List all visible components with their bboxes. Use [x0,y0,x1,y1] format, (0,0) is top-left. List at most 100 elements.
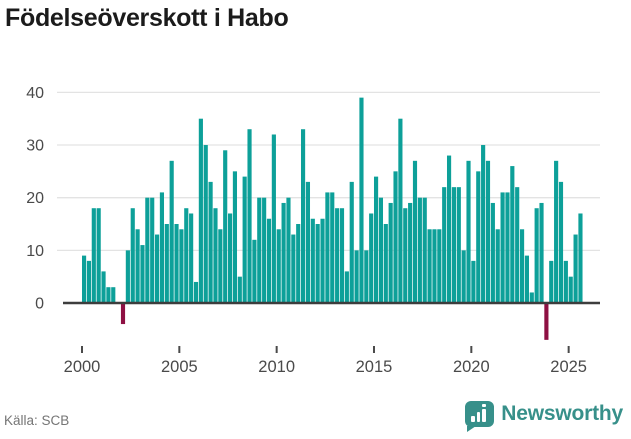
bar-2016-Q4 [408,202,413,303]
y-axis-label-10: 10 [26,243,44,260]
bar-2014-Q1 [354,250,359,303]
bar-2003-Q3 [150,197,155,303]
bar-2025-Q1 [568,276,573,303]
bar-2005-Q3 [189,213,194,303]
logo-dot [482,403,486,407]
bar-2012-Q3 [325,192,330,303]
bar-2002-Q3 [130,208,135,303]
chart-title: Födelseöverskott i Habo [5,4,289,32]
bar-2020-Q1 [471,260,476,303]
bar-2003-Q1 [140,245,145,303]
bar-2024-Q4 [563,260,568,303]
bar-2005-Q2 [184,208,189,303]
bar-2004-Q4 [174,224,179,303]
bar-2017-Q1 [412,160,418,303]
bar-2021-Q1 [490,202,495,303]
bar-2008-Q1 [237,276,242,303]
source-note: Källa: SCB [4,413,70,428]
bar-2016-Q3 [403,208,408,303]
bar-2019-Q2 [456,187,461,303]
bar-2009-Q1 [257,197,262,303]
x-axis-label-2020: 2020 [453,358,490,376]
bar-2019-Q1 [451,187,456,303]
newsworthy-logo-icon [465,401,495,432]
bar-2021-Q2 [495,229,500,303]
bar-2024-Q3 [558,181,564,303]
bar-2019-Q3 [461,250,466,303]
bar-2015-Q2 [378,197,384,303]
bar-2008-Q3 [247,129,252,303]
bar-2017-Q3 [422,197,427,303]
bar-2006-Q1 [198,118,203,303]
bar-2012-Q2 [320,218,325,303]
x-axis-tick-2025 [567,346,570,353]
bar-2004-Q2 [164,224,169,303]
bar-2007-Q4 [232,171,238,303]
bar-2021-Q3 [500,192,505,303]
bar-2007-Q1 [218,229,223,303]
bar-2006-Q4 [213,208,218,303]
bar-2010-Q2 [281,202,286,303]
bar-2009-Q4 [271,134,276,303]
bar-2023-Q4 [544,303,549,340]
bar-2001-Q3 [111,287,116,303]
bar-2017-Q2 [417,197,422,303]
bar-2009-Q3 [266,218,272,303]
bar-2020-Q4 [485,160,491,303]
bar-2012-Q1 [315,224,320,303]
bar-2014-Q4 [369,213,374,303]
bar-2002-Q2 [125,250,130,303]
bar-2010-Q4 [291,234,296,303]
bar-2013-Q3 [344,271,349,303]
bar-2002-Q1 [120,303,126,325]
bar-2015-Q3 [383,224,388,303]
y-axis-label-20: 20 [26,190,44,207]
x-axis-label-2005: 2005 [161,358,198,376]
bar-2009-Q2 [262,197,267,303]
bar-2013-Q4 [349,181,354,303]
speech-bubble-tail [467,426,477,432]
bar-2008-Q2 [242,176,247,303]
x-axis-tick-2000 [81,346,83,353]
bar-2006-Q3 [208,181,213,303]
bar-2008-Q4 [252,239,257,303]
x-axis-label-2025: 2025 [550,358,587,376]
bar-2001-Q1 [101,271,106,303]
bar-2011-Q3 [305,181,311,303]
newsworthy-branding: Newsworthy [465,401,623,432]
bar-2011-Q1 [296,224,301,303]
bar-2022-Q2 [515,187,520,303]
x-axis-tick-2005 [178,346,181,353]
y-axis-label-40: 40 [26,85,44,102]
bar-2018-Q4 [446,155,452,303]
y-axis-label-30: 30 [26,138,44,155]
bar-2015-Q4 [388,202,393,303]
bar-2018-Q1 [432,229,437,303]
bar-2013-Q2 [339,208,345,303]
x-axis-label-2015: 2015 [356,358,393,376]
bar-2011-Q2 [300,129,306,303]
bar-2025-Q2 [573,234,578,303]
bar-2001-Q2 [106,287,111,303]
newsworthy-wordmark: Newsworthy [501,402,623,425]
bar-2025-Q3 [578,213,583,303]
bar-2024-Q2 [554,160,559,303]
x-axis-tick-2010 [275,346,278,353]
bar-2019-Q4 [466,160,471,303]
bar-2000-Q4 [96,208,101,303]
bar-2000-Q3 [91,208,96,303]
bar-2014-Q3 [364,250,369,303]
bar-2000-Q2 [86,260,92,303]
bar-2006-Q2 [203,145,208,303]
bar-2005-Q4 [193,281,199,303]
bar-2023-Q2 [534,208,539,303]
bar-2015-Q1 [373,176,379,303]
bar-2005-Q1 [179,229,184,303]
y-axis-label-0: 0 [35,296,44,313]
bar-2024-Q1 [549,260,554,303]
bar-2007-Q2 [223,150,228,303]
bar-2010-Q3 [286,197,291,303]
bar-2020-Q3 [481,145,486,303]
logo-bar-small [471,416,475,422]
